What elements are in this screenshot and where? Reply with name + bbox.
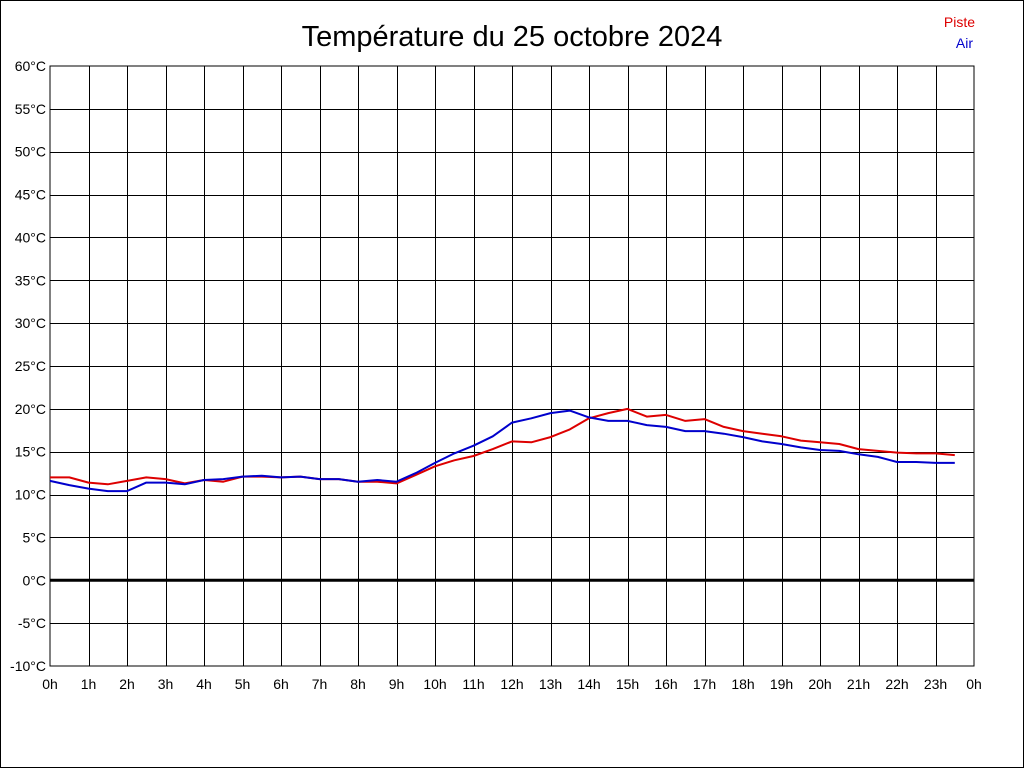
y-tick-label: 25°C [15, 358, 46, 374]
x-tick-label: 22h [885, 676, 908, 692]
x-tick-label: 16h [654, 676, 677, 692]
x-tick-label: 17h [693, 676, 716, 692]
x-tick-label: 23h [924, 676, 947, 692]
x-tick-label: 11h [462, 676, 484, 692]
y-tick-label: 0°C [23, 572, 47, 588]
y-tick-label: 35°C [15, 272, 46, 288]
y-tick-label: 55°C [15, 101, 46, 117]
x-tick-label: 9h [389, 676, 405, 692]
series-line-air [49, 409, 955, 493]
x-tick-label: 0h [966, 676, 982, 692]
chart-title: Température du 25 octobre 2024 [302, 21, 723, 53]
x-tick-label: 19h [770, 676, 793, 692]
y-tick-label: 10°C [15, 487, 46, 503]
axis-tick-labels: 60°C 55°C 50°C 45°C 40°C 35°C 30°C 25°C 20°C 15°C… [10, 58, 982, 692]
x-tick-label: 0h [42, 676, 58, 692]
x-tick-label: 21h [847, 676, 870, 692]
x-tick-label: 15h [616, 676, 639, 692]
x-tick-label: 4h [196, 676, 212, 692]
x-tick-label: 13h [539, 676, 562, 692]
x-tick-label: 2h [119, 676, 135, 692]
y-tick-label: 30°C [15, 315, 46, 331]
data-series [49, 407, 955, 493]
y-tick-label: 50°C [15, 144, 46, 160]
y-tick-label: 20°C [15, 401, 46, 417]
x-tick-label: 18h [731, 676, 754, 692]
legend-entry-air: Air [956, 35, 973, 51]
x-tick-label: 12h [500, 676, 523, 692]
y-tick-label: 40°C [15, 229, 46, 245]
legend: Piste Air [944, 14, 975, 51]
y-tick-label: 5°C [23, 529, 47, 545]
y-tick-label: 45°C [15, 187, 46, 203]
grid-lines [50, 66, 974, 666]
x-tick-label: 14h [577, 676, 600, 692]
y-tick-label: -10°C [10, 658, 46, 674]
x-tick-label: 8h [350, 676, 366, 692]
x-tick-label: 3h [158, 676, 174, 692]
x-tick-label: 10h [423, 676, 446, 692]
y-tick-label: -5°C [18, 615, 46, 631]
y-tick-label: 15°C [15, 444, 46, 460]
x-tick-label: 1h [81, 676, 97, 692]
x-tick-label: 20h [808, 676, 831, 692]
x-tick-label: 5h [235, 676, 251, 692]
legend-entry-piste: Piste [944, 14, 975, 30]
x-tick-label: 6h [273, 676, 289, 692]
y-tick-label: 60°C [15, 58, 46, 74]
x-tick-label: 7h [312, 676, 328, 692]
